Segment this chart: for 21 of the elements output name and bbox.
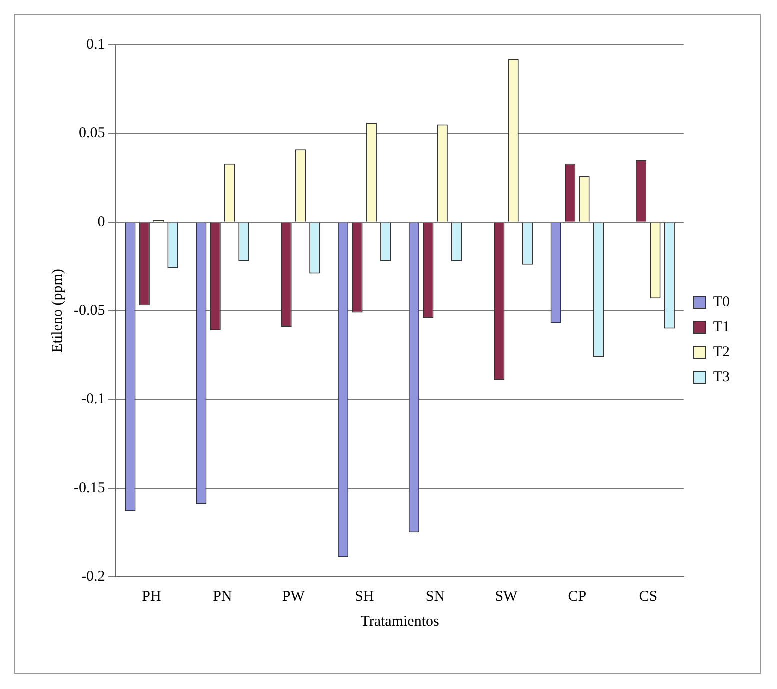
x-tick-label: PH — [142, 588, 162, 605]
y-axis-title: Etileno (ppm) — [50, 269, 66, 353]
legend-label: T0 — [713, 294, 730, 310]
x-tick-label: CS — [639, 588, 658, 605]
x-tick-label: PW — [282, 588, 306, 605]
y-tick-label: -0.05 — [74, 302, 106, 319]
y-tick-label: 0 — [98, 214, 106, 230]
x-tick-label: SN — [426, 588, 446, 605]
x-tick-label: PN — [213, 588, 232, 605]
legend-label: T1 — [713, 319, 730, 336]
legend-label: T2 — [713, 344, 730, 360]
y-tick-label: 0.05 — [78, 126, 106, 142]
x-tick-label: SH — [354, 588, 374, 605]
x-axis-title: Tratamientos — [360, 614, 440, 630]
legend-label: T3 — [713, 369, 730, 386]
y-tick-label: -0.2 — [81, 568, 106, 585]
y-tick-label: -0.1 — [81, 392, 106, 408]
y-tick-label: 0.1 — [86, 36, 106, 53]
x-tick-label: SW — [495, 588, 519, 605]
y-tick-label: -0.15 — [74, 480, 106, 496]
x-tick-label: CP — [568, 588, 587, 605]
